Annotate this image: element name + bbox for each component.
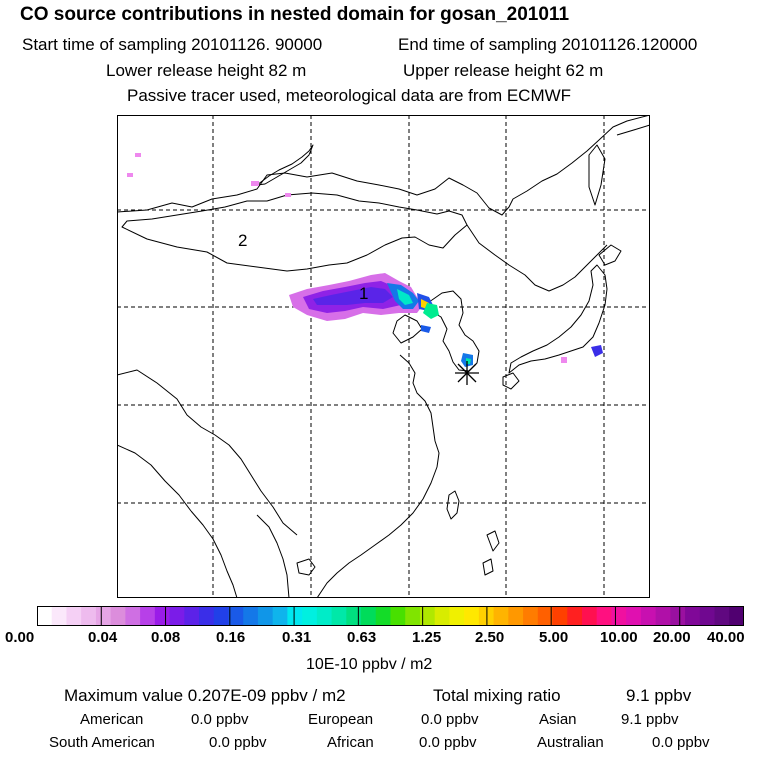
region-name-european: European <box>308 711 374 728</box>
colorbar-tick: 0.08 <box>151 629 181 646</box>
colorbar-cell <box>464 606 480 626</box>
colorbar-cell <box>699 606 716 626</box>
region-label-2: 2 <box>238 231 247 250</box>
colorbar-cell <box>567 606 583 626</box>
plume-faint-specks <box>127 153 567 363</box>
map-grid <box>117 115 650 598</box>
colorbar-tick: 20.00 <box>653 629 691 646</box>
colorbar-cell <box>184 606 200 626</box>
source-contribution-map: 2 1 <box>117 115 650 598</box>
colorbar-cell <box>375 606 392 626</box>
region-name-american: American <box>80 711 144 728</box>
colorbar-cell <box>110 606 126 626</box>
colorbar-cell <box>81 606 97 626</box>
colorbar-cell <box>66 606 82 626</box>
colorbar-cell <box>596 606 613 626</box>
colorbar-cell <box>670 606 686 626</box>
colorbar-cell <box>405 606 421 626</box>
total-mixing-ratio-label: Total mixing ratio <box>433 686 561 705</box>
colorbar-cell <box>552 606 568 626</box>
region-name-asian: Asian <box>539 711 577 728</box>
colorbar-cell <box>537 606 554 626</box>
colorbar-units: 10E-10 ppbv / m2 <box>306 656 433 673</box>
upper-release-height: Upper release height 62 m <box>403 61 604 80</box>
colorbar-cell <box>523 606 539 626</box>
map-frame <box>117 115 650 598</box>
region-value-australian: 0.0 ppbv <box>652 734 710 751</box>
colorbar-cell <box>243 606 259 626</box>
colorbar-cell <box>331 606 347 626</box>
colorbar-cell <box>213 606 230 626</box>
colorbar-cell <box>611 606 627 626</box>
region-value-european: 0.0 ppbv <box>421 711 479 728</box>
colorbar-cell <box>581 606 598 626</box>
region-name-australian: Australian <box>537 734 604 751</box>
maximum-value: Maximum value 0.207E-09 ppbv / m2 <box>64 686 346 705</box>
colorbar-cell <box>346 606 362 626</box>
region-label-1: 1 <box>359 284 368 303</box>
colorbar-cell <box>316 606 333 626</box>
colorbar-tick: 2.50 <box>475 629 505 646</box>
total-mixing-ratio-value: 9.1 ppbv <box>626 686 692 705</box>
colorbar-cell <box>125 606 141 626</box>
region-value-american: 0.0 ppbv <box>191 711 249 728</box>
region-value-south-american: 0.0 ppbv <box>209 734 267 751</box>
plot-title: CO source contributions in nested domain… <box>20 4 570 25</box>
colorbar-cell <box>287 606 303 626</box>
colorbar-tick: 0.04 <box>88 629 118 646</box>
lower-release-height: Lower release height 82 m <box>106 61 307 80</box>
colorbar-tick: 0.63 <box>347 629 377 646</box>
colorbar-cell <box>37 606 53 626</box>
region-value-african: 0.0 ppbv <box>419 734 477 751</box>
colorbar-cell <box>655 606 671 626</box>
receptor-marker <box>455 361 479 385</box>
end-time-label: End time of sampling 20101126.120000 <box>398 35 698 54</box>
colorbar-tick: 0.31 <box>282 629 312 646</box>
colorbar-tick: 0.16 <box>216 629 246 646</box>
colorbar-cell <box>95 606 112 626</box>
colorbar-cell <box>257 606 274 626</box>
colorbar-cell <box>199 606 215 626</box>
colorbar-tick: 40.00 <box>707 629 745 646</box>
tracer-note: Passive tracer used, meteorological data… <box>127 86 572 105</box>
colorbar-cell <box>140 606 156 626</box>
colorbar-cell <box>714 606 730 626</box>
region-value-asian: 9.1 ppbv <box>621 711 679 728</box>
colorbar-cell <box>272 606 288 626</box>
colorbar-cell <box>640 606 657 626</box>
colorbar-cell <box>390 606 406 626</box>
region-name-african: African <box>327 734 374 751</box>
colorbar-cell <box>685 606 701 626</box>
colorbar-cell <box>51 606 68 626</box>
colorbar-cell <box>419 606 436 626</box>
colorbar-tick: 5.00 <box>539 629 569 646</box>
colorbar-cell <box>169 606 185 626</box>
colorbar-cell <box>508 606 524 626</box>
colorbar-tick: 1.25 <box>412 629 442 646</box>
colorbar-cell <box>154 606 171 626</box>
colorbar-cell <box>361 606 377 626</box>
colorbar-cell <box>302 606 318 626</box>
colorbar-cell <box>729 606 744 626</box>
region-name-south-american: South American <box>49 734 155 751</box>
colorbar <box>37 606 744 626</box>
start-time-label: Start time of sampling 20101126. 90000 <box>22 35 323 54</box>
colorbar-tick: 10.00 <box>600 629 638 646</box>
colorbar-cell <box>449 606 465 626</box>
colorbar-cell <box>626 606 642 626</box>
colorbar-cell <box>434 606 451 626</box>
coastlines <box>117 115 650 598</box>
colorbar-cell <box>228 606 244 626</box>
colorbar-tick: 0.00 <box>5 629 35 646</box>
plume-main <box>289 273 603 367</box>
colorbar-cell <box>493 606 509 626</box>
